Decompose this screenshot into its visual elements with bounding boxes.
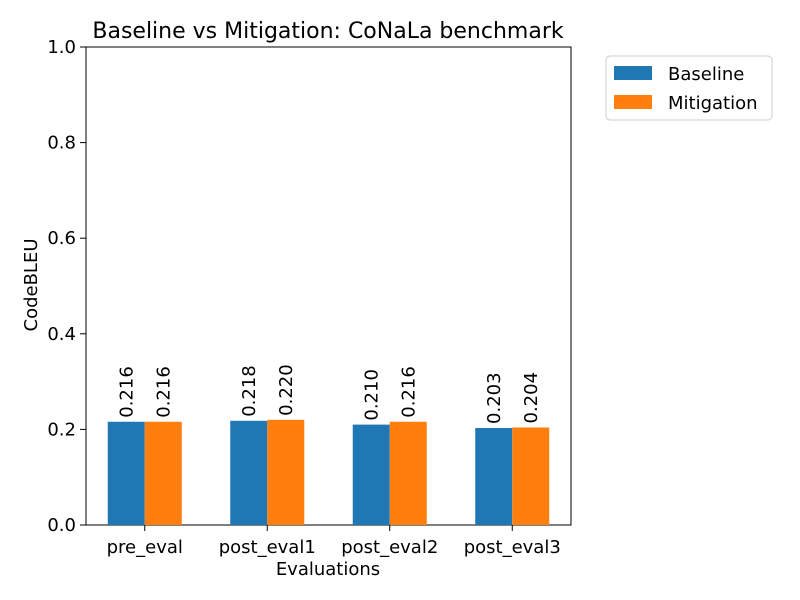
- x-tick-label: pre_eval: [107, 537, 183, 558]
- y-axis-title: CodeBLEU: [21, 238, 42, 331]
- x-axis-title: Evaluations: [276, 559, 380, 580]
- data-label: 0.216: [116, 366, 137, 418]
- plot-area: 0.0 0.2 0.4 0.6 0.8 1.0 pre_eval 0.216 0.216 post…: [47, 37, 572, 558]
- legend-swatch-baseline: [614, 66, 652, 80]
- legend: Baseline Mitigation: [605, 55, 773, 121]
- x-tick-label: post_eval2: [341, 537, 438, 558]
- legend-label-baseline: Baseline: [668, 64, 744, 85]
- data-label: 0.216: [398, 366, 419, 418]
- bar-baseline-post-eval1: [230, 420, 268, 525]
- data-label: 0.210: [361, 369, 382, 421]
- y-tick-label: 0.4: [47, 324, 76, 345]
- y-tick-label: 0.2: [47, 419, 76, 440]
- bar-mitigation-post-eval2: [389, 421, 427, 525]
- plot-frame: [85, 46, 572, 526]
- bar-baseline-pre-eval: [107, 421, 145, 525]
- legend-swatch-mitigation: [614, 95, 652, 109]
- y-tick-label: 0.8: [47, 133, 76, 154]
- bar-mitigation-pre-eval: [144, 421, 182, 525]
- data-label: 0.203: [484, 372, 505, 424]
- y-tick-label: 1.0: [47, 37, 76, 58]
- legend-label-mitigation: Mitigation: [668, 93, 758, 114]
- data-label: 0.216: [153, 366, 174, 418]
- bar-baseline-post-eval3: [475, 427, 513, 525]
- bar-mitigation-post-eval1: [267, 419, 305, 525]
- data-label: 0.220: [276, 364, 297, 416]
- y-tick-label: 0.6: [47, 228, 76, 249]
- data-label: 0.204: [521, 372, 542, 424]
- y-tick-label: 0.0: [47, 515, 76, 536]
- bar-mitigation-post-eval3: [512, 427, 550, 525]
- x-tick-label: post_eval3: [464, 537, 561, 558]
- data-label: 0.218: [239, 365, 260, 417]
- x-tick-label: post_eval1: [219, 537, 316, 558]
- bar-baseline-post-eval2: [352, 424, 390, 525]
- chart-title: Baseline vs Mitigation: CoNaLa benchmark: [92, 19, 563, 44]
